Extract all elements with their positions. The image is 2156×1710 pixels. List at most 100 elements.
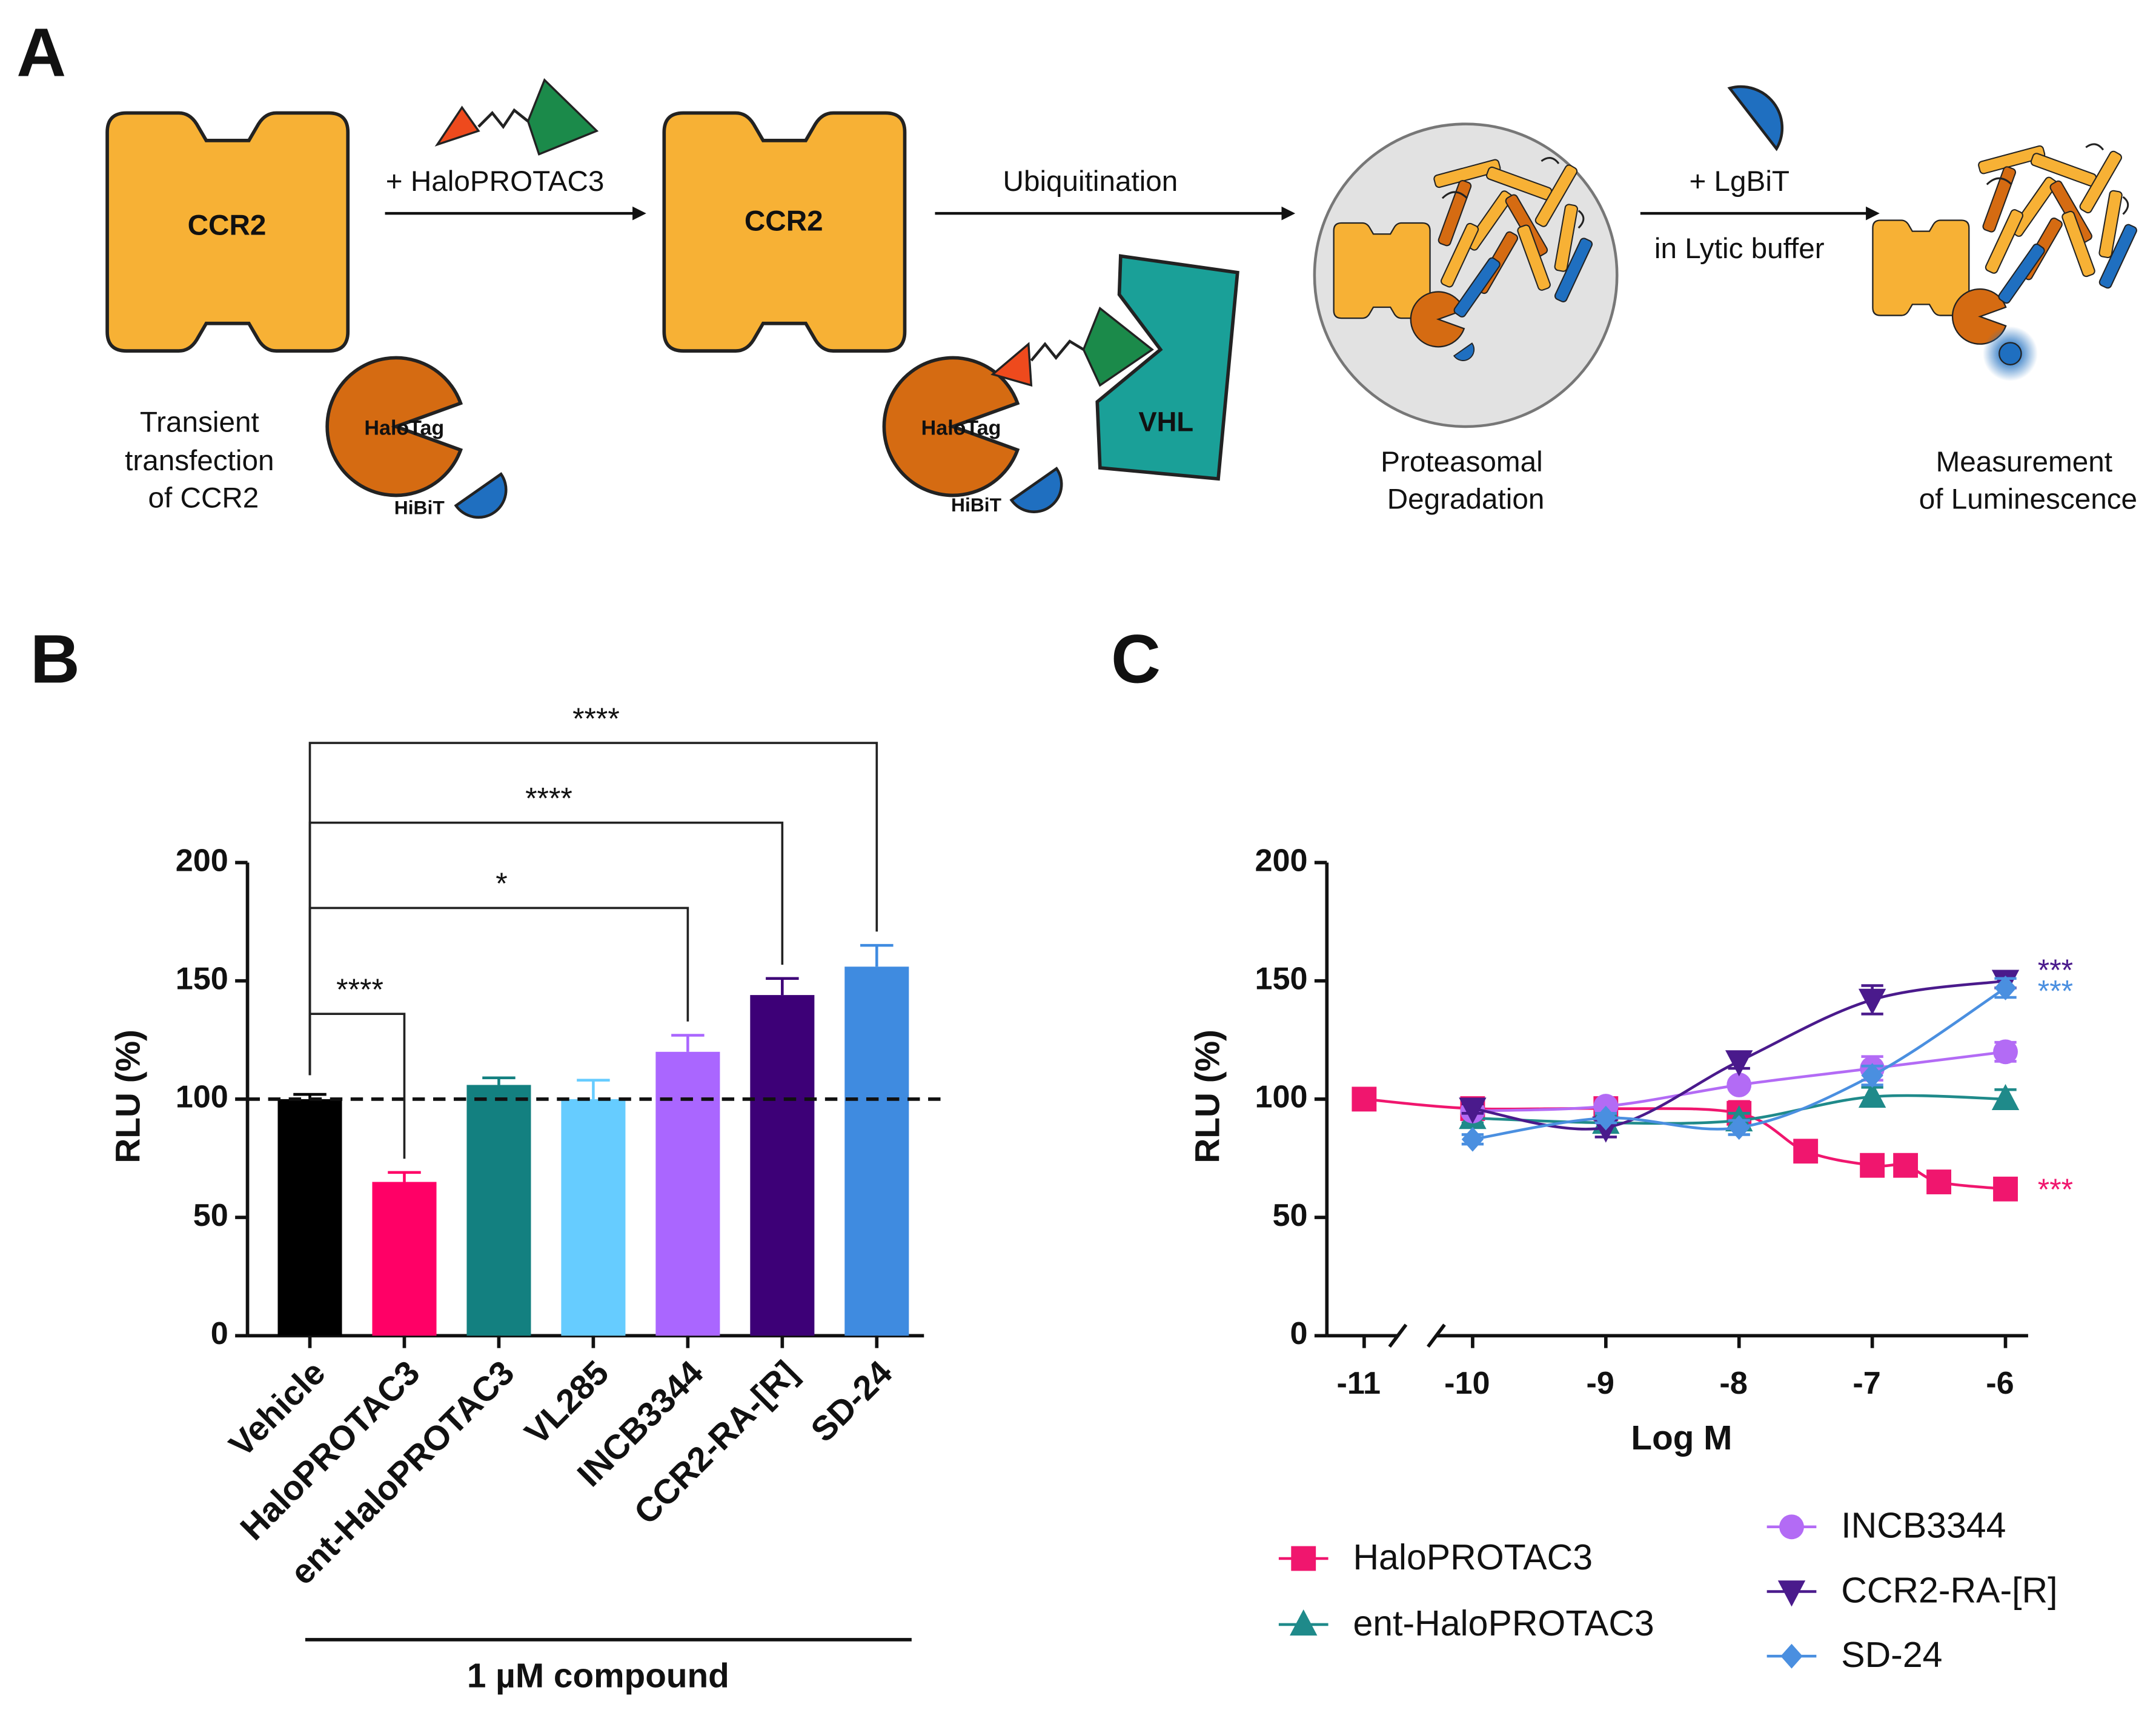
legend-label: INCB3344: [1841, 1506, 2006, 1546]
y-tick-label: 0: [1290, 1316, 1308, 1351]
point: [1858, 1082, 1886, 1108]
point: [1858, 988, 1886, 1015]
legend-marker: [1290, 1609, 1318, 1636]
caption-line: Degradation: [1387, 483, 1545, 515]
bar: [750, 995, 815, 1336]
legend-item: INCB3344: [1766, 1506, 2006, 1546]
point: [1994, 975, 2017, 1000]
bar: [466, 1085, 531, 1336]
legend-label: SD-24: [1841, 1635, 1942, 1675]
hibit-label: HiBiT: [394, 497, 445, 519]
ccr2-label: CCR2: [188, 209, 267, 241]
legend-marker: [1779, 1514, 1804, 1540]
axis-break: [1427, 1323, 1446, 1348]
point: [1459, 1097, 1487, 1124]
x-tick-label: -8: [1719, 1366, 1747, 1401]
point: [1993, 1039, 2018, 1065]
protac-ligand: [1082, 307, 1154, 387]
bar: [277, 1099, 342, 1336]
caption-line: Proteasomal: [1381, 446, 1543, 478]
x-tick-label: -6: [1986, 1366, 2014, 1401]
axis-break: [1388, 1323, 1408, 1348]
significance-bracket: [308, 742, 878, 1076]
legend-item: ent-HaloPROTAC3: [1278, 1603, 1654, 1643]
legend-label: CCR2-RA-[R]: [1841, 1570, 2057, 1610]
legend-marker: [1291, 1546, 1316, 1571]
y-tick-label: 50: [193, 1198, 228, 1233]
caption-line: of Luminescence: [1919, 483, 2137, 515]
significance-label: ***: [2038, 953, 2073, 987]
panel-label: B: [30, 621, 80, 698]
bar: [844, 966, 909, 1336]
diagram: CCR2 HaloTag HiBiT Transient transfectio…: [107, 78, 2139, 528]
bar: [372, 1182, 437, 1336]
protac-linker: [1030, 339, 1084, 362]
hibit-shape: [1012, 468, 1072, 522]
x-tick-label: -11: [1337, 1366, 1381, 1401]
point: [1728, 1115, 1750, 1140]
panel-label: A: [16, 15, 66, 91]
legend-item: HaloPROTAC3: [1278, 1537, 1593, 1577]
x-axis-label: Log M: [1631, 1419, 1732, 1457]
x-tick-label: CCR2-RA-[R]: [627, 1354, 805, 1532]
step-caption: Measurement of Luminescence: [1919, 446, 2137, 515]
halotag-label: HaloTag: [921, 416, 1001, 439]
caption-line: Measurement: [1936, 446, 2112, 478]
vhl-label: VHL: [1138, 406, 1193, 437]
significance-label: *: [496, 867, 507, 900]
y-tick-label: 50: [1272, 1198, 1307, 1233]
protac-warhead: [434, 105, 480, 147]
panel-label: C: [1111, 621, 1161, 698]
significance-label: ****: [336, 973, 383, 1006]
point: [1352, 1086, 1377, 1112]
significance-bracket: [308, 821, 784, 1076]
x-tick-label: -7: [1853, 1366, 1880, 1401]
halotag-label: HaloTag: [364, 416, 444, 439]
step-caption: Proteasomal Degradation: [1381, 446, 1551, 515]
y-axis-label: RLU (%): [110, 1030, 148, 1163]
legend-marker: [1777, 1580, 1806, 1607]
caption-line: transfection: [125, 445, 274, 477]
point: [1861, 1063, 1883, 1088]
significance-label: ****: [525, 782, 572, 816]
y-axis-label: RLU (%): [1189, 1030, 1227, 1163]
y-tick-label: 200: [176, 843, 228, 878]
point: [1726, 1073, 1752, 1097]
protac-warhead: [990, 342, 1033, 387]
x-axis-label: 1 µM compound: [467, 1657, 729, 1695]
protac-ligand: [526, 78, 599, 156]
caption-line: Transient: [140, 406, 259, 438]
arrow-label: in Lytic buffer: [1654, 233, 1825, 265]
significance-label: ***: [2038, 1173, 2073, 1206]
x-tick-label: -9: [1587, 1366, 1614, 1401]
legend-item: CCR2-RA-[R]: [1766, 1570, 2058, 1610]
ccr2-label: CCR2: [745, 205, 823, 238]
nanoluc: [1998, 342, 2022, 365]
protac-linker: [477, 108, 529, 129]
bar: [561, 1099, 626, 1336]
arrow-label: + LgBiT: [1689, 165, 1789, 198]
y-tick-label: 200: [1255, 843, 1307, 878]
legend-item: SD-24: [1766, 1635, 1942, 1675]
point: [1725, 1050, 1753, 1077]
significance-label: ***: [2038, 974, 2073, 1008]
lgbit-shape: [1727, 85, 1784, 151]
point: [1893, 1153, 1919, 1178]
point: [1461, 1126, 1484, 1152]
legend-label: HaloPROTAC3: [1353, 1537, 1593, 1577]
bar: [655, 1051, 720, 1336]
legend-label: ent-HaloPROTAC3: [1353, 1603, 1654, 1643]
step-caption: Transient transfection of CCR2: [125, 406, 282, 514]
point: [1993, 1176, 2018, 1202]
hibit-shape: [456, 474, 517, 528]
y-tick-label: 0: [211, 1316, 228, 1351]
y-tick-label: 100: [176, 1080, 228, 1115]
x-tick-label: -10: [1444, 1366, 1490, 1401]
ccr2-fragment: [1872, 219, 1970, 316]
caption-line: of CCR2: [148, 482, 259, 514]
x-tick-label: SD-24: [804, 1354, 900, 1450]
peptide-fragments: [1977, 143, 2139, 306]
vhl-shape: [1095, 254, 1239, 481]
